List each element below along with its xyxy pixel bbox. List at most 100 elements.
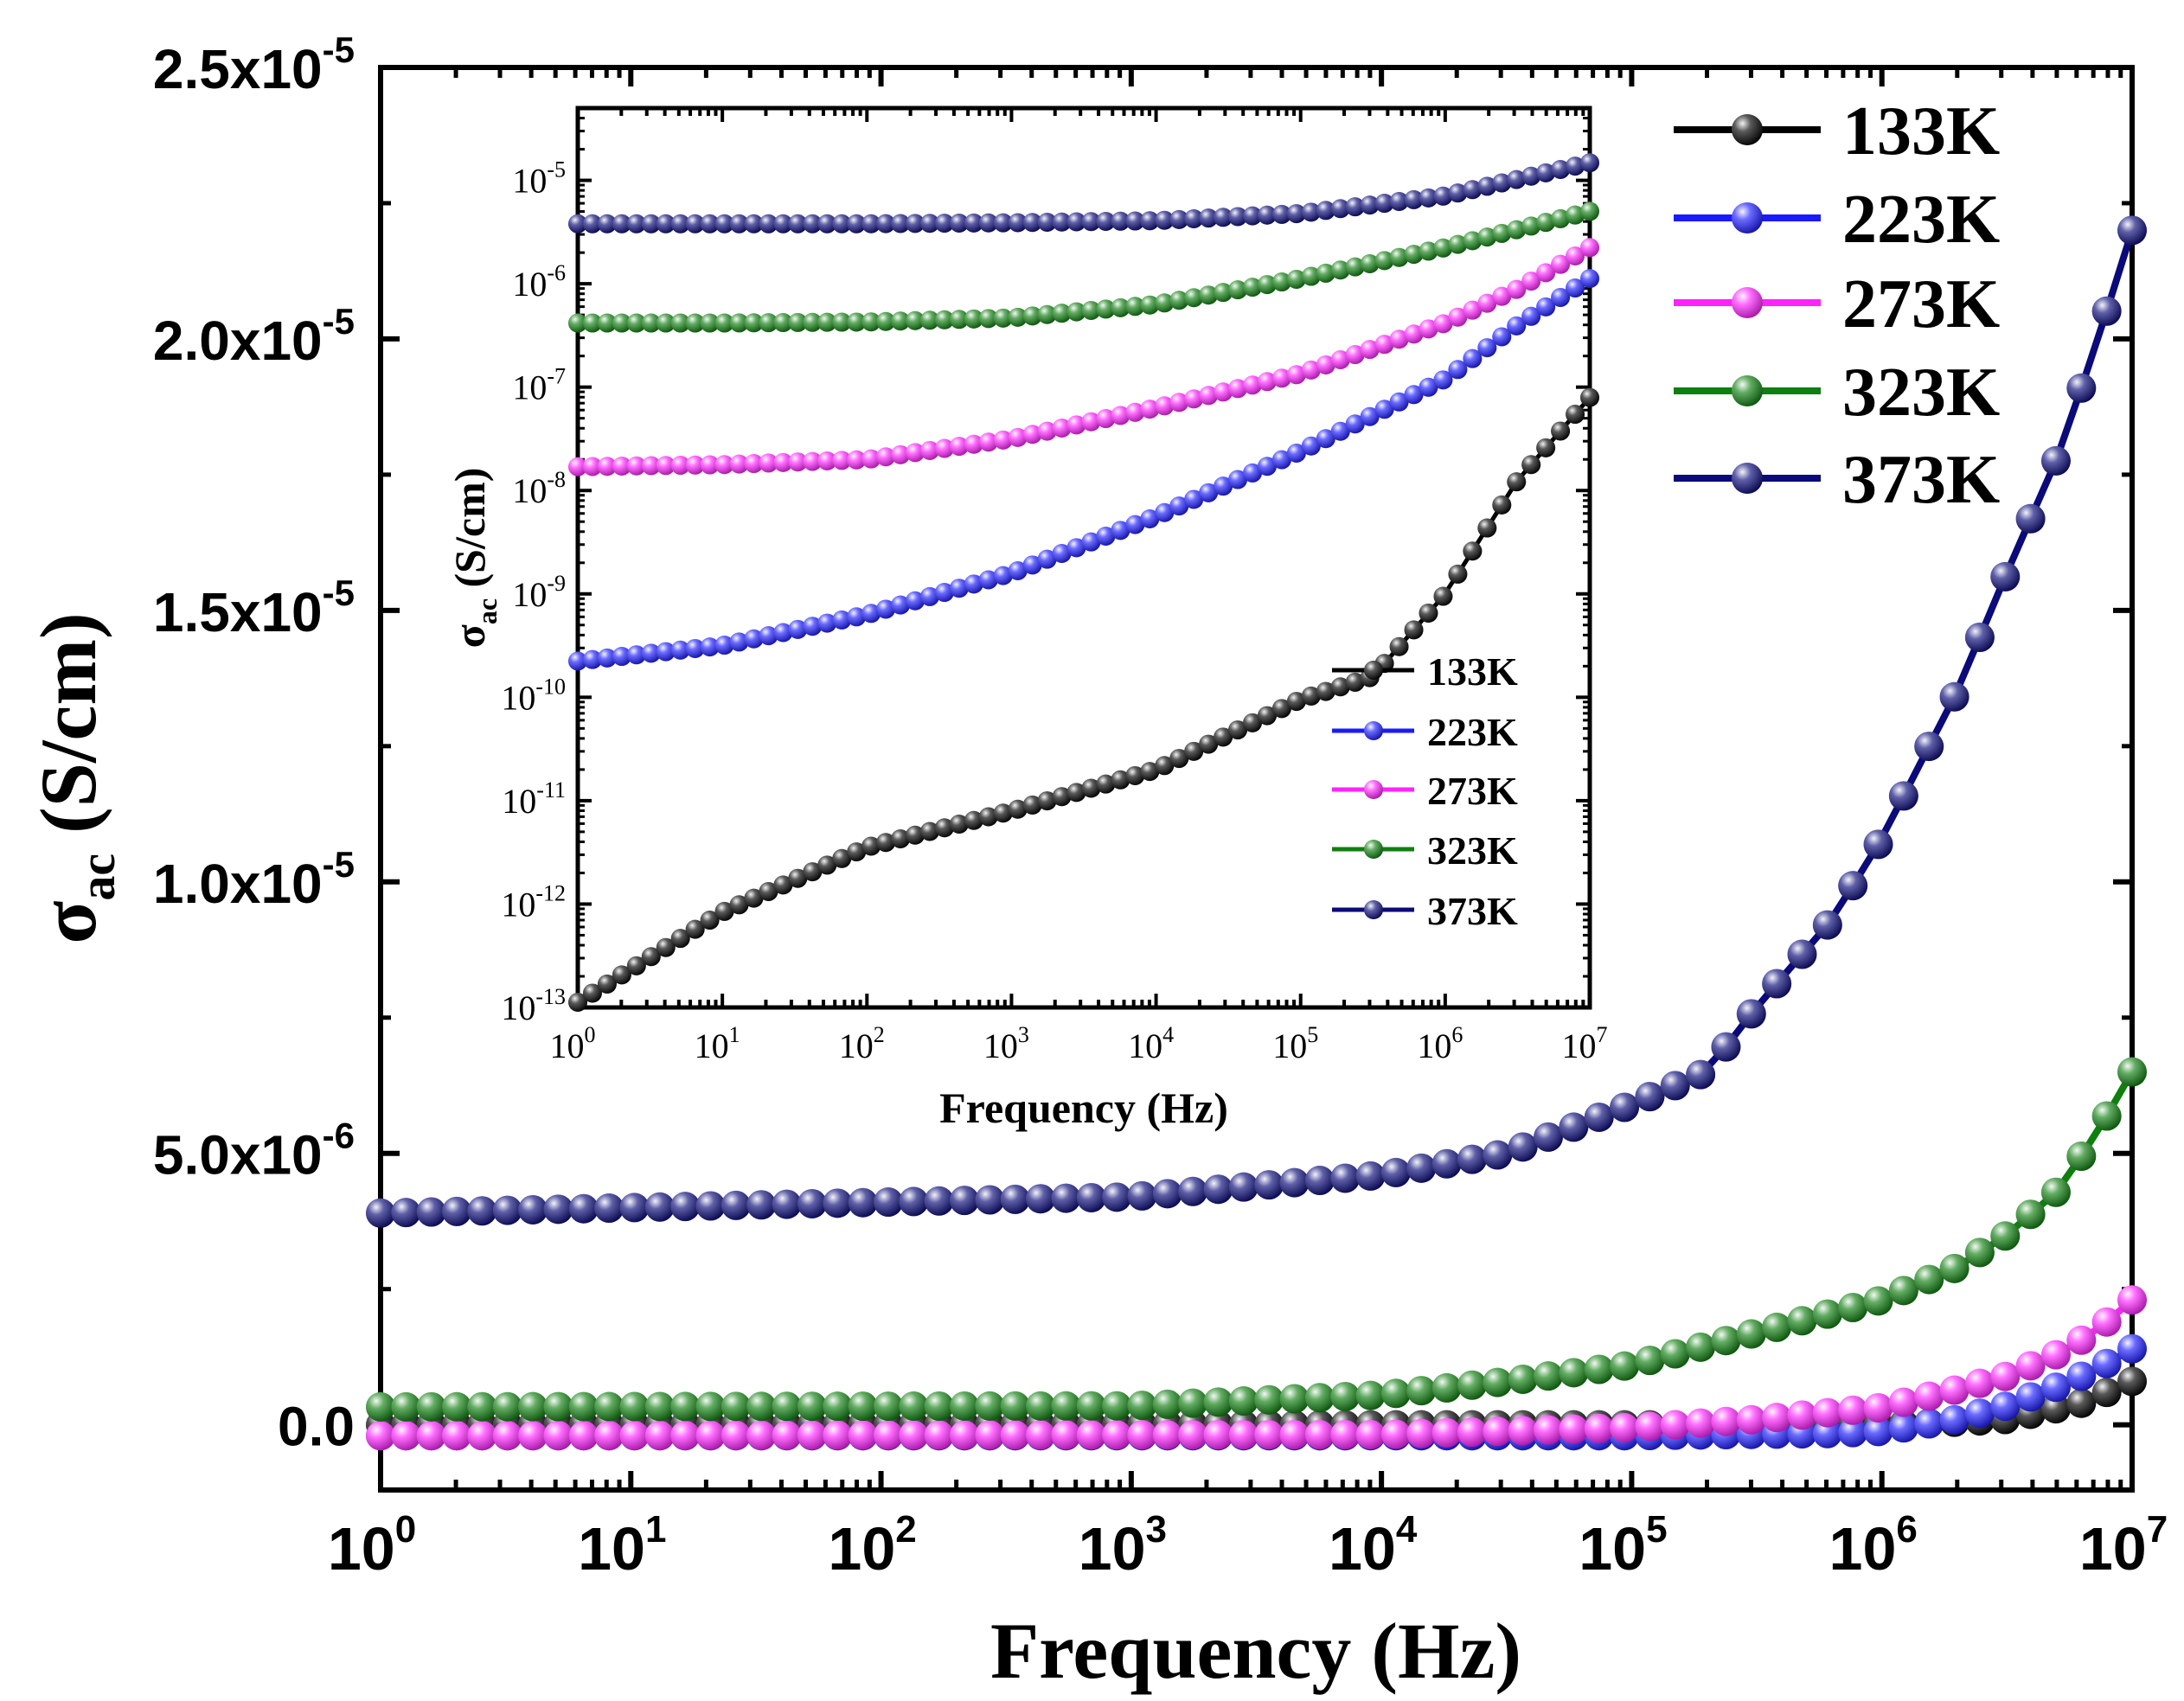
main-data-point-shine [1964,622,1995,652]
main-data-point-shine [543,1420,573,1450]
inset-data-point-shine [817,855,837,875]
inset-data-point-shine [1008,799,1028,819]
inset-data-point-shine [700,911,720,930]
inset-data-point-shine [1096,774,1116,794]
inset-data-point-shine [1228,280,1248,300]
inset-series-133K [568,387,1599,1013]
main-x-tick-label: 105 [1579,1508,1667,1583]
main-data-point-shine [1076,1182,1106,1212]
inset-y-tick-base: 10 [512,265,547,304]
inset-y-tick-label: 10-7 [512,364,566,407]
main-legend-marker-373K-shine [1732,463,1763,494]
main-data-point-shine [1203,1420,1233,1450]
main-data-point-shine [2091,1101,2122,1131]
inset-legend-entry-223K: 223K [1332,710,1518,754]
inset-x-tick-exp: 0 [585,1022,596,1047]
inset-data-point-shine [891,214,911,233]
inset-data-point-shine [1140,762,1160,782]
main-data-point-shine [416,1197,446,1227]
inset-data-point-shine [759,881,778,901]
main-data-point-shine [746,1420,777,1450]
inset-data-point-shine [978,309,998,329]
main-data-point-shine [1990,1391,2021,1422]
main-data-point-shine [2040,445,2071,476]
inset-data-point-shine [876,214,896,233]
main-data-point-shine [950,1391,979,1421]
inset-data-point-shine [1301,266,1321,286]
inset-data-point-shine [1316,429,1335,449]
inset-data-point-shine [1286,443,1306,463]
inset-x-tick-exp: 6 [1451,1022,1463,1047]
inset-legend-marker-323K-shine [1364,840,1383,859]
main-data-point-shine [2066,1141,2097,1172]
inset-data-point-shine [1125,515,1145,534]
main-data-point-shine [1254,1384,1284,1415]
inset-data-point-shine [817,214,837,233]
inset-data-point-shine [626,645,646,665]
inset-data-point-shine [1125,402,1145,422]
inset-data-point-shine [1257,205,1277,225]
inset-data-point-shine [1507,472,1527,492]
inset-data-point-shine [612,313,631,333]
inset-legend-marker-273K-shine [1364,780,1383,799]
inset-data-point-shine [1507,169,1527,189]
inset-y-tick-label: 10-10 [501,674,566,717]
inset-y-label-sub: ac [471,598,503,624]
main-data-point-shine [1939,1253,1969,1283]
inset-data-point-shine [612,214,631,233]
inset-data-point-shine [876,311,896,331]
inset-data-point-shine [1316,681,1335,701]
main-data-point-shine [518,1421,548,1451]
inset-data-point-shine [1566,246,1585,265]
inset-data-point-shine [1008,307,1028,327]
inset-data-point-shine [1492,173,1512,193]
main-data-point-shine [2066,1325,2097,1355]
main-axis-ticks [378,65,2135,1490]
inset-data-point-shine [1316,263,1335,283]
inset-data-point-shine [1008,561,1028,581]
inset-data-point-shine [1374,400,1394,419]
inset-data-point-shine [729,214,749,233]
inset-data-point-shine [1404,385,1424,405]
main-data-point-shine [1812,910,1842,940]
inset-data-point-shine [685,214,705,233]
main-data-point-shine [1812,1418,1842,1448]
inset-data-point-shine [656,214,676,233]
main-x-tick-exp: 2 [895,1508,916,1551]
inset-data-point-shine [817,451,837,471]
inset-x-tick-exp: 1 [729,1022,740,1047]
inset-data-point-shine [832,848,852,868]
inset-y-tick-base: 10 [512,471,547,510]
main-legend-marker-223K-shine [1732,202,1763,233]
inset-data-point-shine [1184,288,1204,308]
inset-plot-frame [575,106,1592,1010]
main-data-point-shine [518,1391,548,1422]
inset-data-point-shine [1301,360,1321,380]
inset-data-point-shine [964,810,983,830]
main-data-point-shine [772,1189,802,1219]
inset-y-tick-exp: -6 [547,260,566,285]
main-data-point-shine [1431,1417,1462,1448]
inset-series-373K [568,153,1599,233]
inset-data-point-shine [612,965,631,985]
inset-data-point-shine [1081,532,1101,552]
main-data-point-shine [1279,1384,1310,1414]
main-data-point-shine [1711,1406,1741,1436]
main-y-tick-mantissa: 2.5x10 [153,38,323,100]
inset-legend: 133K 223K 273K 323K 373K [1332,649,1518,933]
inset-data-point-shine [1228,379,1248,399]
inset-data-point-shine [1492,327,1512,347]
main-data-point-shine [1888,781,1918,811]
inset-data-point-shine [1404,620,1424,640]
inset-data-point-shine [670,214,690,233]
inset-data-point-shine [1228,207,1248,227]
inset-x-tick-base: 10 [839,1026,874,1065]
inset-data-point-shine [1536,163,1556,182]
main-data-point-shine [1888,1413,1918,1443]
main-legend: 133K 223K 273K 323K 373K [1674,93,2000,518]
inset-data-point-shine [568,457,587,476]
main-data-point-shine [1380,1419,1411,1449]
main-data-point-shine [1330,1381,1361,1411]
inset-data-point-shine [1022,213,1042,233]
main-data-point-shine [721,1190,751,1220]
